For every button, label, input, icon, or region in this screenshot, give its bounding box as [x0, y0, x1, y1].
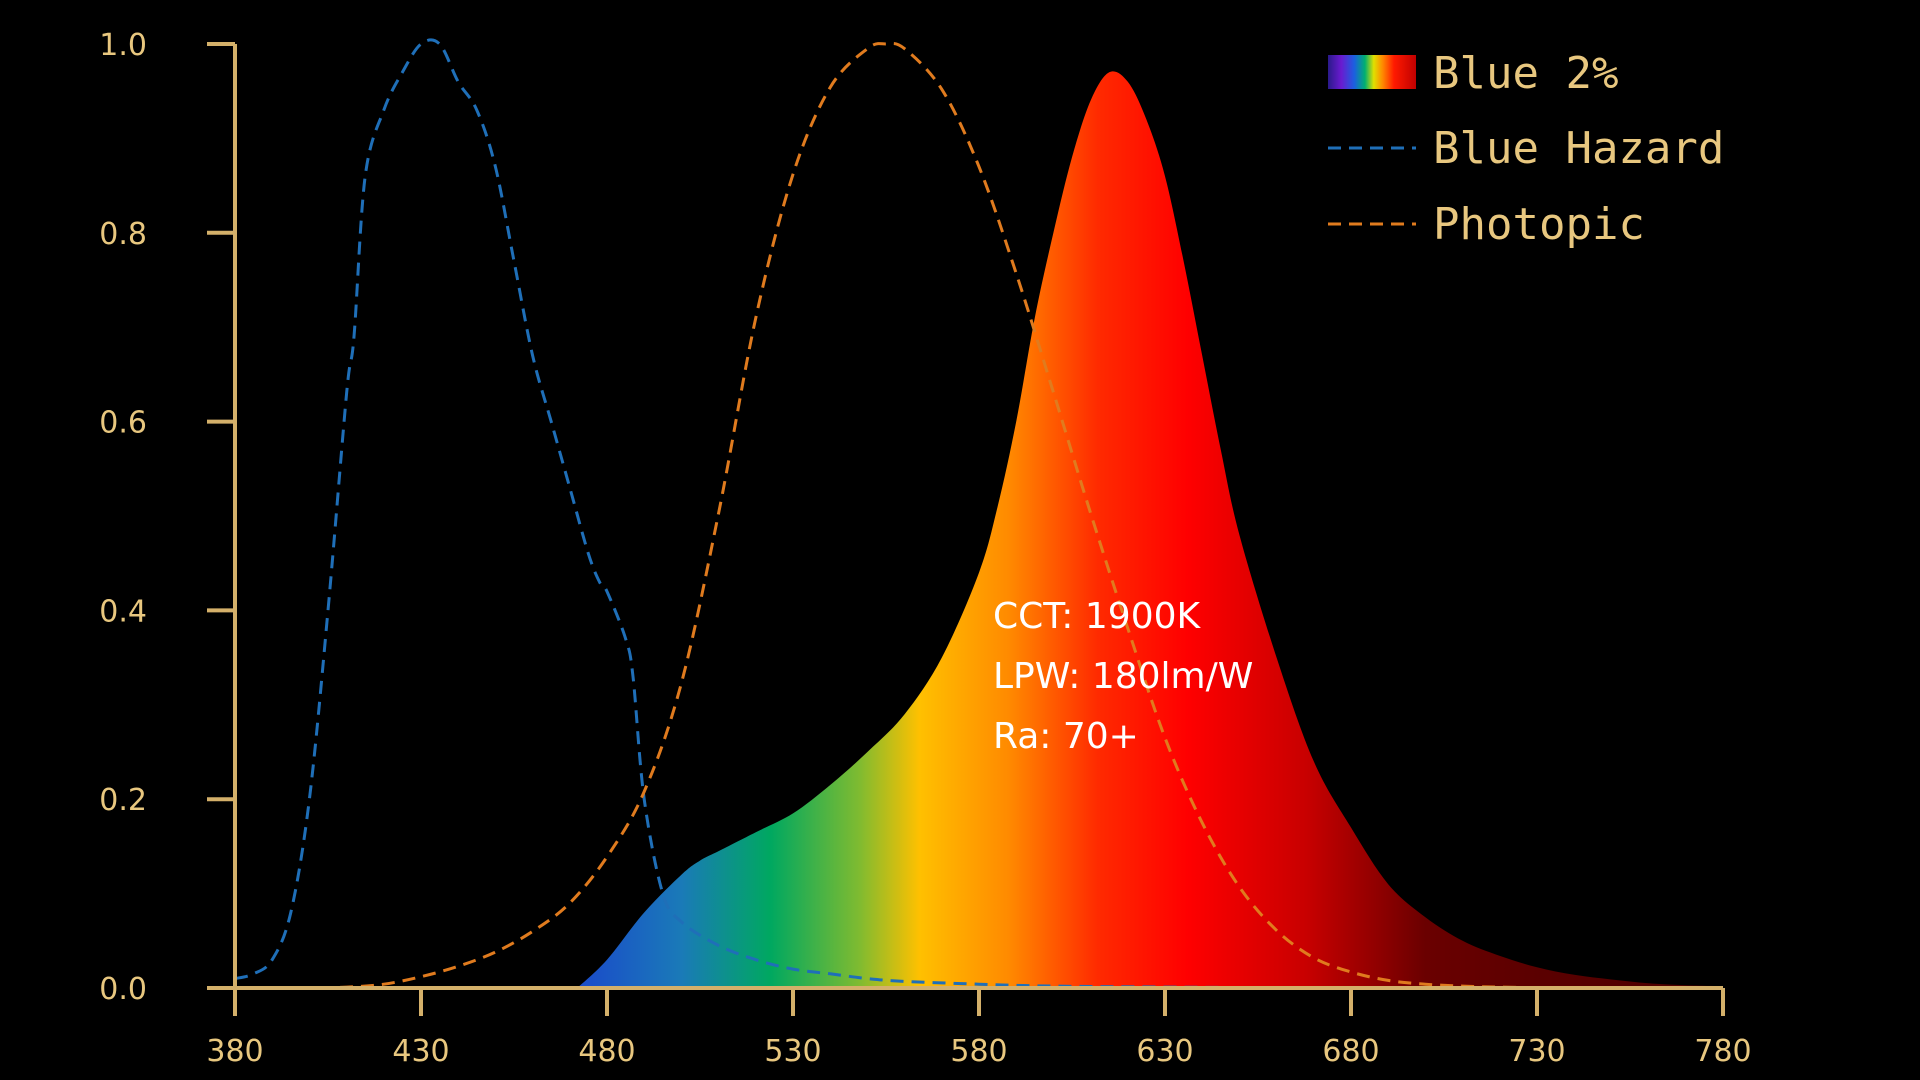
x-tick-label: 580 — [950, 1034, 1007, 1069]
x-tick-label: 380 — [206, 1034, 263, 1069]
legend-label-blue-hazard: Blue Hazard — [1433, 123, 1724, 174]
x-tick-label: 480 — [578, 1034, 635, 1069]
legend-label-photopic: Photopic — [1433, 199, 1645, 250]
y-tick-label: 0.4 — [99, 594, 147, 629]
y-tick-label: 0.0 — [99, 972, 147, 1007]
x-tick-label: 780 — [1694, 1034, 1751, 1069]
annotations: CCT: 1900K LPW: 180lm/W Ra: 70+ — [993, 596, 1253, 757]
legend-swatch-spectrum — [1328, 55, 1416, 89]
x-tick-label: 430 — [392, 1034, 449, 1069]
y-ticks: 0.0 0.2 0.4 0.6 0.8 1.0 — [99, 28, 235, 1007]
legend-label-blue-2: Blue 2% — [1433, 48, 1618, 99]
x-ticks: 380 430 480 530 580 630 680 730 780 — [206, 988, 1752, 1069]
y-tick-label: 1.0 — [99, 28, 147, 63]
x-tick-label: 730 — [1508, 1034, 1565, 1069]
y-tick-label: 0.2 — [99, 783, 147, 818]
annotation-lpw: LPW: 180lm/W — [993, 656, 1253, 697]
annotation-cct: CCT: 1900K — [993, 596, 1201, 637]
legend: Blue 2% Blue Hazard Photopic — [1328, 48, 1724, 250]
series-photopic-line — [235, 42, 1723, 990]
annotation-ra: Ra: 70+ — [993, 716, 1139, 757]
plot-area — [234, 38, 1724, 990]
x-tick-label: 630 — [1136, 1034, 1193, 1069]
series-blue-hazard-line — [234, 38, 1723, 990]
y-tick-label: 0.8 — [99, 217, 147, 252]
series-blue-2-area — [577, 71, 1724, 989]
x-tick-label: 530 — [764, 1034, 821, 1069]
x-tick-label: 680 — [1322, 1034, 1379, 1069]
y-tick-label: 0.6 — [99, 406, 147, 441]
